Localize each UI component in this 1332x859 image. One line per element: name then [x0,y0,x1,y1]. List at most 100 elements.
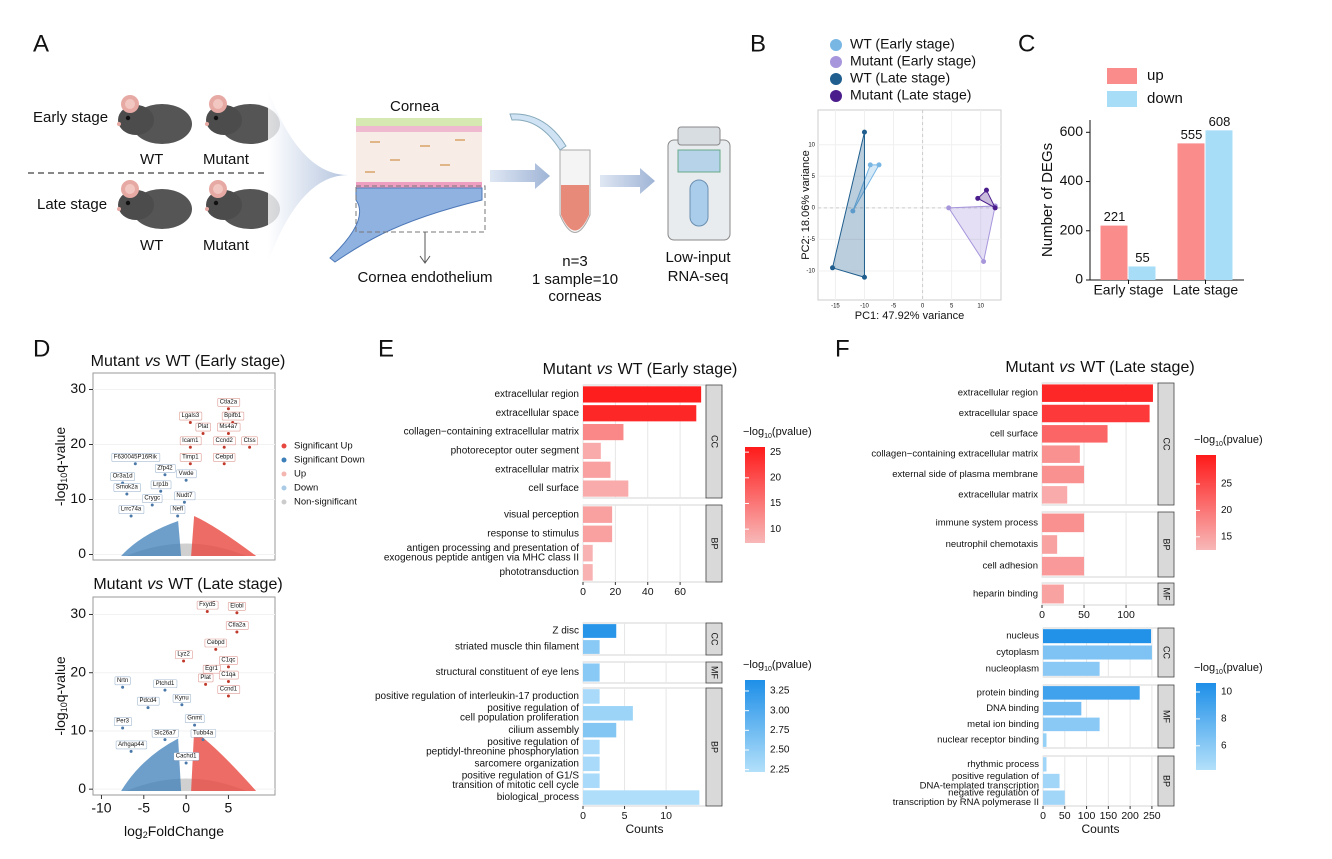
bar [583,689,600,704]
y-tick-label: 10 [70,490,86,506]
point [850,208,856,214]
sequencer-screen [677,149,721,173]
bar [583,405,697,422]
gene-point [163,473,167,477]
tube-sample [561,185,589,231]
bar [1043,645,1152,660]
gene-label: Zfp42 [157,465,173,471]
gene-point [188,462,192,466]
term-label: protein binding [977,687,1039,698]
gene-label: Or3a1d [113,474,133,480]
chart-title-part: Mutant [543,361,592,378]
term-label: cytoplasm [996,647,1039,658]
gene-label: Arhgap44 [118,742,145,748]
facet-panel [582,687,707,807]
chart-title: Mutant vs WT (Early stage) [543,361,738,378]
bar [1043,757,1047,772]
y-tick-label: 600 [1060,123,1084,139]
x-axis-label: PC1: 47.92% variance [855,310,964,322]
gene-point [222,445,226,449]
term-label: collagen−containing extracellular matrix [871,449,1038,460]
colorbar-title: −log10(pvalue) [743,426,812,440]
facet-label: CC [1162,646,1172,659]
density-area [191,731,257,791]
colorbar-title-part: 10 [764,433,772,440]
y-tick-label: 20 [70,435,86,451]
gene-label-box [202,664,221,674]
gene-point [226,407,230,411]
gene-point [193,723,197,727]
legend-swatch [830,90,842,102]
x-tick-label: Early stage [1093,282,1163,298]
facet-strip [1157,684,1175,749]
x-tick-label: Late stage [1173,282,1239,298]
gene-point [180,703,184,707]
gene-label-box [225,621,249,630]
bar [1043,686,1140,700]
chart-title-part: Mutant [91,353,140,370]
gene-label-box [113,717,132,726]
colorbar [1196,455,1216,550]
term-label: immune system process [936,517,1039,528]
bar [1043,717,1100,732]
chart-title: Mutant vs WT (Late stage) [1005,359,1194,376]
gene-label: Timp1 [182,454,199,460]
term-label: extracellular space [959,408,1038,419]
value-label: 221 [1104,209,1126,224]
colorbar-tick-label: 10 [770,524,782,535]
bar [1042,465,1085,484]
bar [1128,266,1156,280]
gene-label: Per3 [116,719,129,725]
facet-label: CC [710,633,720,646]
term-label: sarcomere organization [475,758,580,769]
gene-point [163,688,167,692]
term-label: collagen−containing extracellular matrix [404,427,579,438]
legend-swatch [281,471,287,477]
gene-point [129,749,133,753]
y-axis-label-part: 10 [59,702,69,712]
legend-label: Significant Down [294,455,365,466]
x-tick-label: -5 [138,800,151,816]
colorbar-tick-label: 25 [770,447,782,458]
x-tick-label: 5 [950,304,954,310]
gene-label-box [213,436,236,446]
facet-label: BP [1162,538,1172,550]
y-tick-label: 30 [70,380,86,396]
density-area [121,738,182,791]
term-label: visual perception [504,509,579,520]
colorbar-tick-label: 2.25 [770,764,790,775]
facet-strip [705,622,723,656]
gene-label-box [184,714,205,723]
bar [583,480,629,497]
gene-label: Icam1 [182,438,199,444]
genotype-label: WT [140,237,163,254]
gene-label-box [241,436,258,446]
gene-label-box [221,411,245,421]
gene-label: Egr1 [205,666,218,672]
gene-label: Plat [200,675,211,681]
gene-label-box [111,453,161,462]
bar [583,506,613,523]
gene-label: Nrtn [117,678,128,684]
x-axis-label-part: FoldChange [148,823,224,839]
term-label: striated muscle thin filament [455,642,579,653]
colorbar [745,447,765,543]
legend-label: WT (Late stage) [850,70,950,86]
facet-label: BP [710,537,720,549]
gene-point [121,685,125,689]
gene-point [129,514,133,518]
bar [1042,513,1085,533]
term-label: structural constituent of eye lens [436,667,579,678]
gene-label-box [137,696,160,706]
bar [1042,384,1153,402]
term-label: positive regulation of [487,737,579,748]
gene-label: Lgals3 [182,413,200,419]
gene-point [121,726,125,730]
colorbar-tick-label: 15 [770,498,782,509]
x-tick-label: 5 [622,810,628,822]
gene-point [125,492,129,496]
term-label: DNA binding [986,703,1039,714]
gene-label: Ccnd1 [220,687,238,693]
gene-point [248,445,252,449]
